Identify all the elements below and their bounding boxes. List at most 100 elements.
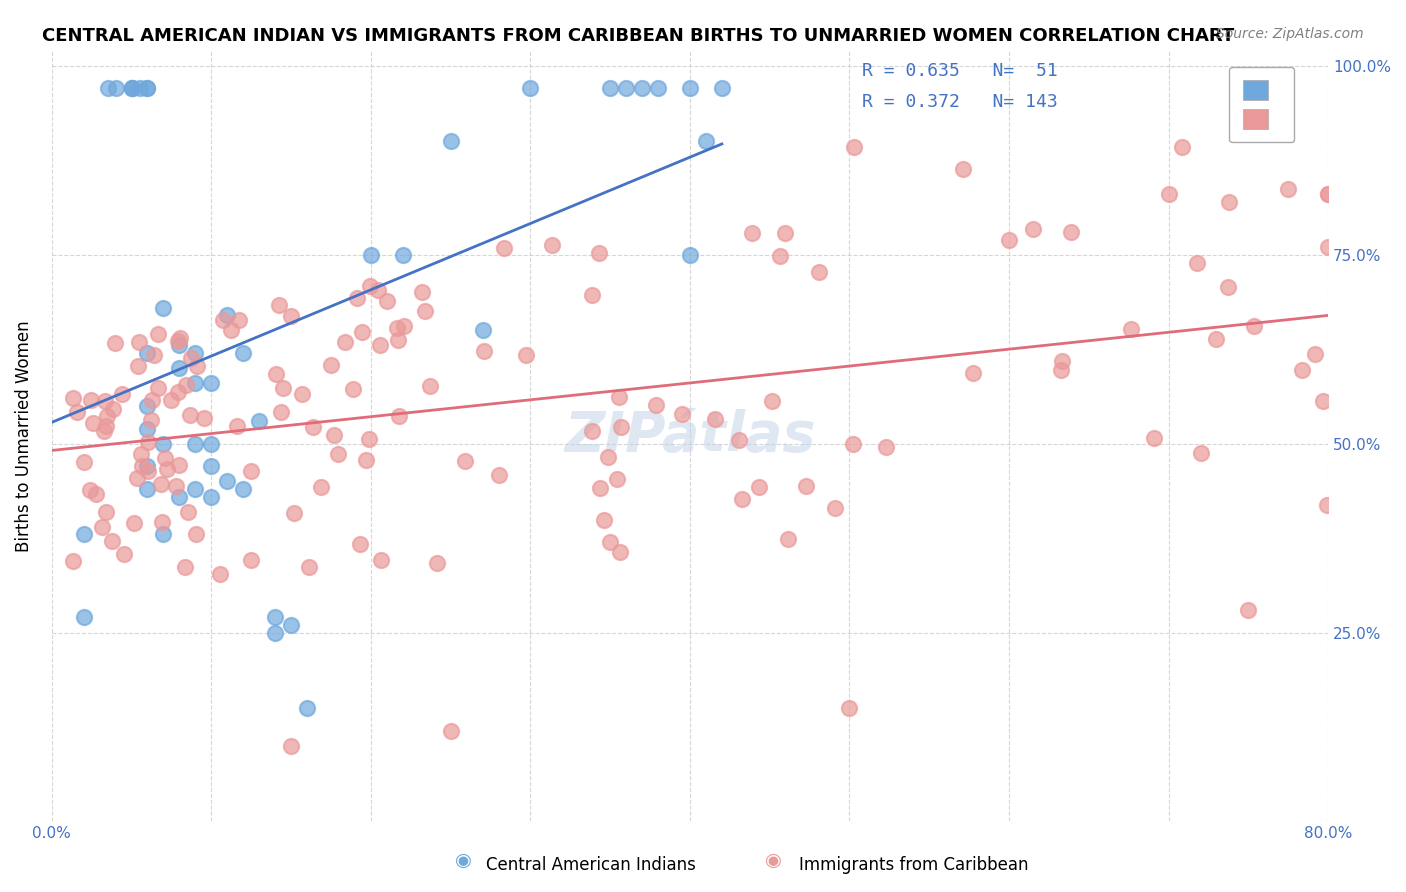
Immigrants from Caribbean xyxy=(1315,498,1337,512)
Central American Indians xyxy=(360,248,382,262)
Immigrants from Caribbean xyxy=(228,313,250,327)
Immigrants from Caribbean xyxy=(239,464,262,478)
Central American Indians xyxy=(73,610,96,624)
Immigrants from Caribbean xyxy=(727,433,749,447)
Immigrants from Caribbean xyxy=(1205,332,1227,346)
Immigrants from Caribbean xyxy=(103,401,125,416)
Immigrants from Caribbean xyxy=(388,409,411,423)
Immigrants from Caribbean xyxy=(211,313,233,327)
Immigrants from Caribbean xyxy=(1317,187,1340,202)
Immigrants from Caribbean xyxy=(128,334,150,349)
Immigrants from Caribbean xyxy=(439,723,461,738)
Immigrants from Caribbean xyxy=(607,390,630,404)
Immigrants from Caribbean xyxy=(165,479,187,493)
Immigrants from Caribbean xyxy=(342,382,364,396)
Immigrants from Caribbean xyxy=(96,418,118,433)
Text: CENTRAL AMERICAN INDIAN VS IMMIGRANTS FROM CARIBBEAN BIRTHS TO UNMARRIED WOMEN C: CENTRAL AMERICAN INDIAN VS IMMIGRANTS FR… xyxy=(42,27,1234,45)
Immigrants from Caribbean xyxy=(111,387,134,401)
Central American Indians xyxy=(121,81,143,95)
Immigrants from Caribbean xyxy=(1218,195,1240,210)
Text: ◉: ◉ xyxy=(456,851,472,870)
Immigrants from Caribbean xyxy=(1157,187,1180,202)
Immigrants from Caribbean xyxy=(141,413,163,427)
Immigrants from Caribbean xyxy=(1277,182,1299,196)
Immigrants from Caribbean xyxy=(776,532,799,546)
Immigrants from Caribbean xyxy=(91,520,114,534)
Immigrants from Caribbean xyxy=(104,336,127,351)
Immigrants from Caribbean xyxy=(589,481,612,495)
Immigrants from Caribbean xyxy=(323,427,346,442)
Immigrants from Caribbean xyxy=(84,487,107,501)
Immigrants from Caribbean xyxy=(588,245,610,260)
Immigrants from Caribbean xyxy=(952,162,974,177)
Immigrants from Caribbean xyxy=(122,516,145,530)
Central American Indians xyxy=(439,134,461,148)
Central American Indians xyxy=(169,490,191,504)
Y-axis label: Births to Unmarried Women: Births to Unmarried Women xyxy=(15,320,32,552)
Immigrants from Caribbean xyxy=(645,398,668,412)
Immigrants from Caribbean xyxy=(962,366,984,380)
Immigrants from Caribbean xyxy=(1317,240,1340,254)
Central American Indians xyxy=(136,346,159,360)
Central American Indians xyxy=(152,436,174,450)
Immigrants from Caribbean xyxy=(1059,225,1081,239)
Central American Indians xyxy=(264,610,287,624)
Immigrants from Caribbean xyxy=(62,391,84,405)
Central American Indians xyxy=(184,376,207,391)
Immigrants from Caribbean xyxy=(1050,354,1073,368)
Text: Immigrants from Caribbean: Immigrants from Caribbean xyxy=(799,856,1029,874)
Immigrants from Caribbean xyxy=(270,405,292,419)
Immigrants from Caribbean xyxy=(101,533,124,548)
Immigrants from Caribbean xyxy=(173,559,195,574)
Central American Indians xyxy=(136,482,159,496)
Immigrants from Caribbean xyxy=(581,287,603,301)
Central American Indians xyxy=(128,81,150,95)
Immigrants from Caribbean xyxy=(1119,322,1142,336)
Immigrants from Caribbean xyxy=(610,420,633,434)
Immigrants from Caribbean xyxy=(731,491,754,506)
Immigrants from Caribbean xyxy=(125,470,148,484)
Immigrants from Caribbean xyxy=(94,505,117,519)
Text: ZIPátlas: ZIPátlas xyxy=(564,409,815,463)
Text: Source: ZipAtlas.com: Source: ZipAtlas.com xyxy=(1216,27,1364,41)
Central American Indians xyxy=(200,459,222,474)
Immigrants from Caribbean xyxy=(1189,445,1212,459)
Immigrants from Caribbean xyxy=(1303,347,1326,361)
Central American Indians xyxy=(232,482,254,496)
Immigrants from Caribbean xyxy=(599,534,621,549)
Central American Indians xyxy=(710,81,733,95)
Central American Indians xyxy=(152,527,174,541)
Central American Indians xyxy=(695,134,717,148)
Central American Indians xyxy=(679,81,702,95)
Immigrants from Caribbean xyxy=(671,408,693,422)
Immigrants from Caribbean xyxy=(66,405,89,419)
Immigrants from Caribbean xyxy=(605,472,627,486)
Immigrants from Caribbean xyxy=(1170,140,1192,154)
Immigrants from Caribbean xyxy=(354,452,377,467)
Immigrants from Caribbean xyxy=(842,436,865,450)
Immigrants from Caribbean xyxy=(291,387,314,401)
Central American Indians xyxy=(217,475,239,489)
Immigrants from Caribbean xyxy=(156,462,179,476)
Central American Indians xyxy=(169,361,191,376)
Immigrants from Caribbean xyxy=(368,338,391,352)
Central American Indians xyxy=(200,490,222,504)
Immigrants from Caribbean xyxy=(1216,279,1239,293)
Immigrants from Caribbean xyxy=(704,411,727,425)
Immigrants from Caribbean xyxy=(387,321,409,335)
Central American Indians xyxy=(121,81,143,95)
Immigrants from Caribbean xyxy=(73,454,96,468)
Immigrants from Caribbean xyxy=(1237,603,1260,617)
Immigrants from Caribbean xyxy=(226,419,249,434)
Central American Indians xyxy=(136,81,159,95)
Central American Indians xyxy=(184,346,207,360)
Immigrants from Caribbean xyxy=(370,553,392,567)
Central American Indians xyxy=(280,618,302,632)
Immigrants from Caribbean xyxy=(142,348,165,362)
Central American Indians xyxy=(184,436,207,450)
Immigrants from Caribbean xyxy=(359,433,381,447)
Immigrants from Caribbean xyxy=(94,394,117,409)
Central American Indians xyxy=(136,399,159,413)
Immigrants from Caribbean xyxy=(1291,363,1313,377)
Text: Central American Indians: Central American Indians xyxy=(485,856,696,874)
